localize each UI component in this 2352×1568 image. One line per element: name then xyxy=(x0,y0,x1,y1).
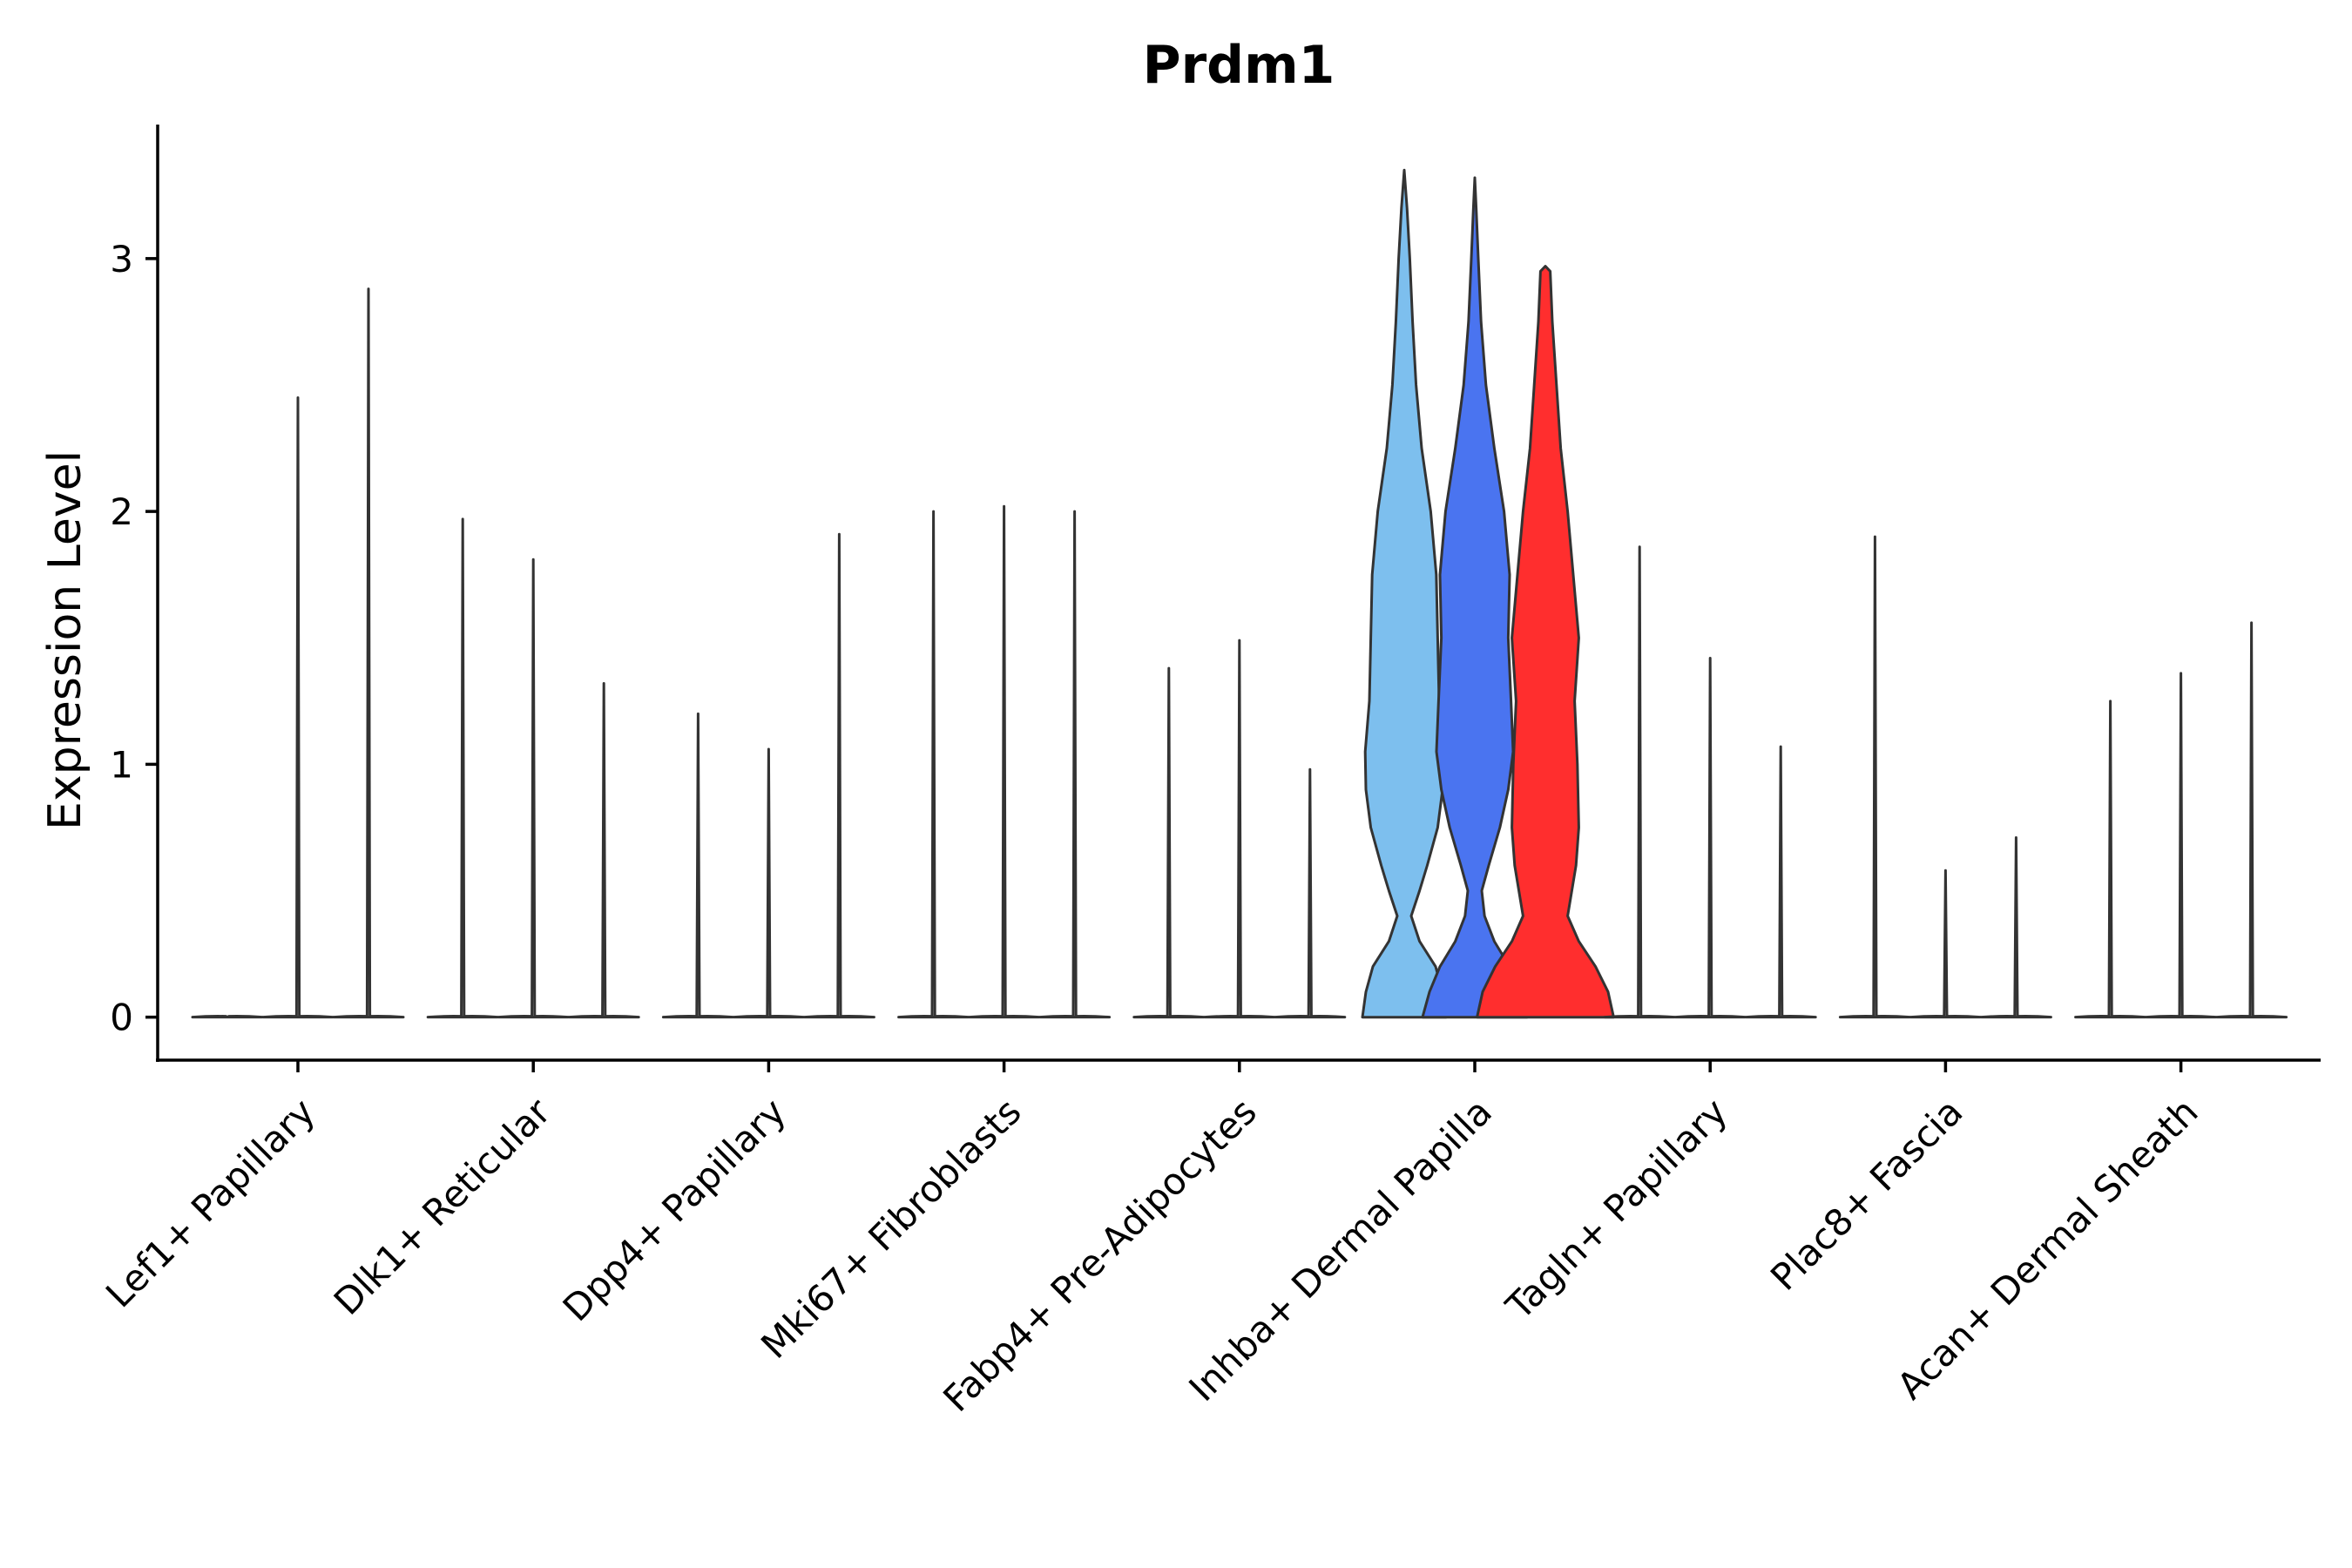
violin xyxy=(426,517,499,1019)
violin xyxy=(661,712,734,1019)
x-tick-label: Lef1+ Papillary xyxy=(98,1090,323,1315)
violin xyxy=(1421,176,1529,1019)
violin xyxy=(802,532,875,1019)
violin xyxy=(1038,510,1112,1019)
violin-group xyxy=(1132,639,1347,1019)
violin xyxy=(732,747,805,1019)
violin-group xyxy=(897,504,1112,1019)
violin xyxy=(261,395,335,1019)
violin xyxy=(1476,265,1615,1019)
violin xyxy=(2145,672,2218,1019)
y-tick-label: 0 xyxy=(110,997,133,1039)
violin xyxy=(1603,545,1676,1019)
violin xyxy=(1979,836,2052,1019)
x-tick-label: Mki67+ Fibroblasts xyxy=(753,1090,1029,1366)
violin xyxy=(2074,700,2147,1019)
violin-group xyxy=(191,287,405,1019)
chart-title: Prdm1 xyxy=(1143,35,1335,96)
violin xyxy=(1673,656,1747,1019)
violin xyxy=(1744,745,1817,1019)
violin xyxy=(1909,868,1982,1019)
violin-group xyxy=(426,517,640,1019)
violin xyxy=(332,287,405,1019)
violin xyxy=(497,558,570,1019)
violin xyxy=(968,504,1041,1019)
violin-group xyxy=(1603,545,1817,1019)
y-tick-label: 1 xyxy=(110,743,133,786)
x-tick-label: Dlk1+ Reticular xyxy=(326,1090,559,1323)
violin xyxy=(2215,621,2288,1019)
violin-group xyxy=(2074,621,2288,1019)
violin xyxy=(1274,767,1347,1019)
violin-group xyxy=(1361,168,1615,1019)
x-tick-label: Tagln+ Papillary xyxy=(1497,1090,1735,1328)
violin xyxy=(1838,535,1911,1019)
violin xyxy=(897,510,970,1019)
y-tick-label: 3 xyxy=(110,238,133,280)
violin xyxy=(1132,666,1206,1019)
violin-group xyxy=(661,532,875,1019)
violin xyxy=(1203,639,1276,1019)
y-tick-label: 2 xyxy=(110,490,133,533)
violin-group-container xyxy=(191,168,2288,1019)
y-axis-label: Expression Level xyxy=(39,450,91,830)
violin xyxy=(1361,168,1448,1019)
violin-group xyxy=(1838,535,2052,1019)
x-tick-label: Dpp4+ Papillary xyxy=(555,1090,794,1329)
x-tick-label: Plac8+ Fascia xyxy=(1762,1090,1970,1298)
violin xyxy=(567,681,640,1019)
y-axis: 0 1 2 3 xyxy=(110,125,159,1062)
